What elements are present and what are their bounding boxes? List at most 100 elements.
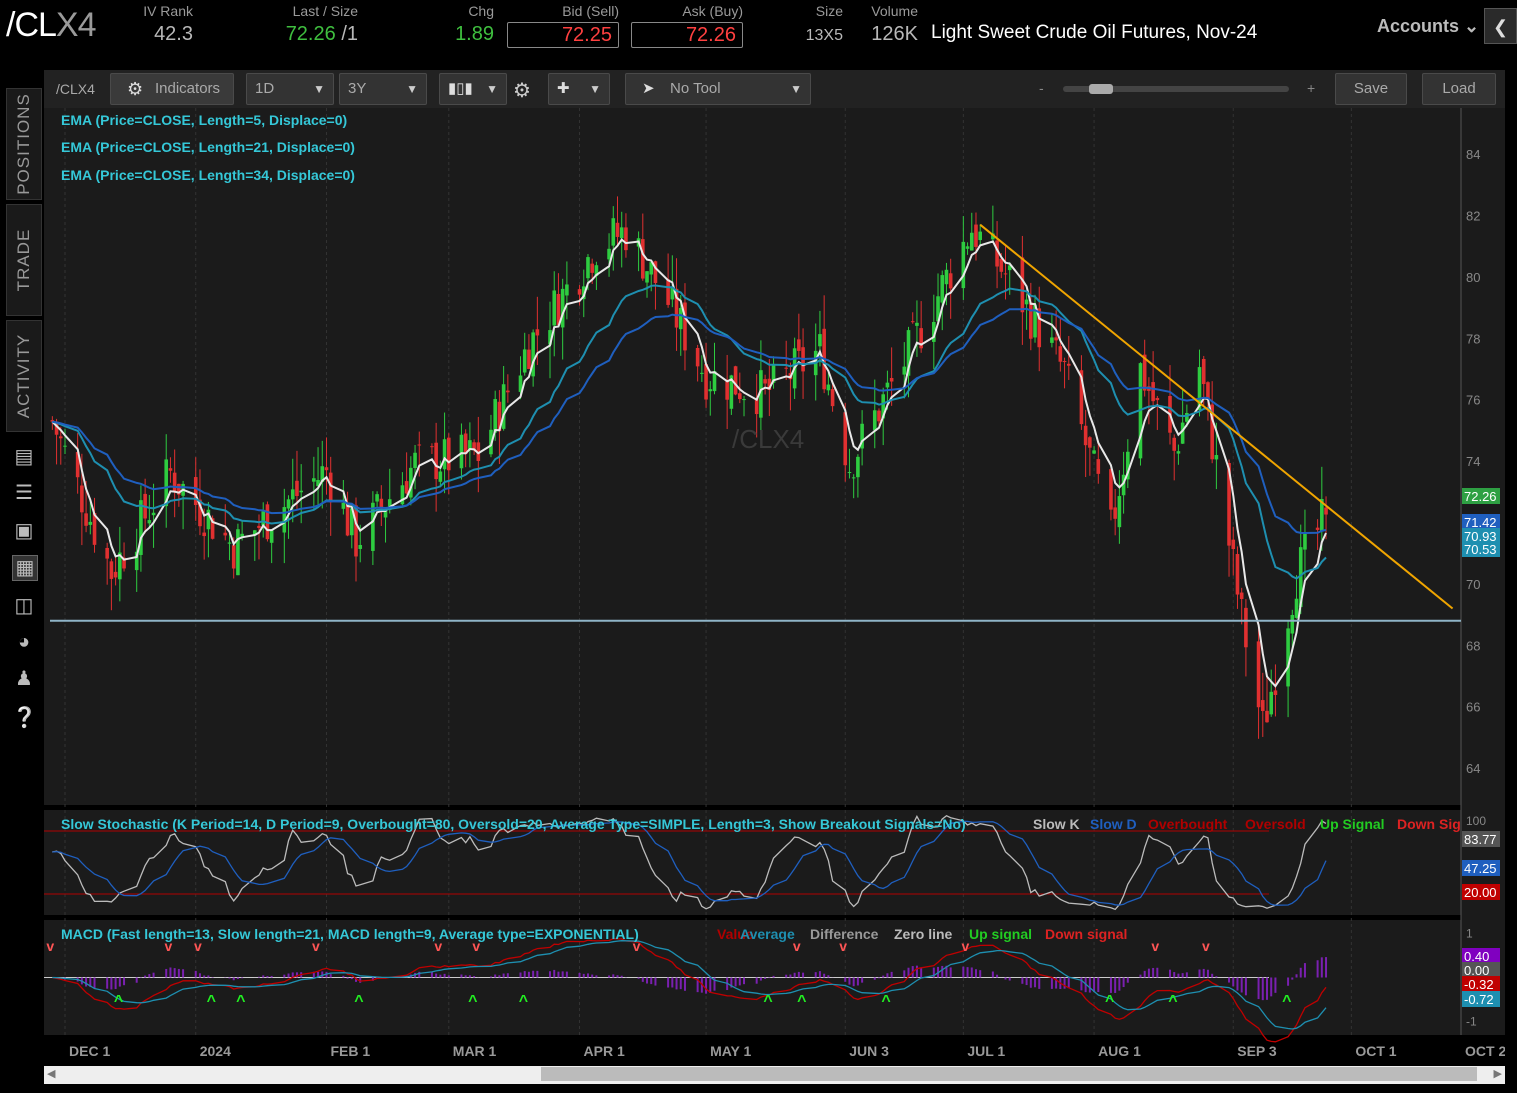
gauge-icon[interactable]: ◕ bbox=[17, 631, 31, 653]
list-icon[interactable]: ☰ bbox=[15, 482, 33, 504]
candle-body bbox=[581, 286, 586, 300]
scroll-right-icon[interactable]: ▶ bbox=[1493, 1068, 1502, 1080]
candle-body bbox=[645, 271, 649, 283]
chart-style-select[interactable]: ▮▯▮ ▼ bbox=[439, 73, 507, 105]
down-signal-marker: v bbox=[164, 938, 172, 954]
candle-body bbox=[193, 477, 198, 506]
settings-icon[interactable]: ⚙ bbox=[513, 80, 531, 102]
macd-tag: 0.40 bbox=[1464, 949, 1489, 964]
candle-body bbox=[328, 472, 333, 503]
candle-body bbox=[1231, 539, 1236, 550]
tv-icon[interactable]: ▣ bbox=[14, 520, 34, 542]
tab-activity[interactable]: ACTIVITY bbox=[6, 320, 42, 432]
candle-body bbox=[1235, 554, 1240, 595]
volume: Volume 126K bbox=[871, 3, 918, 45]
collapse-panel-button[interactable]: ❮ bbox=[1484, 8, 1517, 44]
candle-body bbox=[1037, 308, 1042, 348]
macd-tag-bg bbox=[1462, 948, 1500, 964]
candle-body bbox=[58, 436, 63, 439]
macd-label[interactable]: MACD (Fast length=13, Slow length=21, MA… bbox=[61, 926, 639, 942]
grid-icon[interactable]: ◫ bbox=[14, 595, 34, 617]
candle-body bbox=[151, 512, 156, 516]
macd-tag-bg bbox=[1462, 962, 1500, 978]
range-select[interactable]: 3Y ▼ bbox=[339, 73, 427, 105]
price-tick-label: 74 bbox=[1466, 454, 1480, 469]
candle-body bbox=[463, 433, 468, 455]
chart-canvas[interactable]: /CLX4 6466687072747678808284 72.2671.427… bbox=[44, 108, 1514, 1085]
candle-body bbox=[324, 467, 329, 471]
candle-body bbox=[767, 378, 772, 390]
candle-body bbox=[468, 440, 472, 450]
drawing-select[interactable]: ✚ ▼ bbox=[548, 73, 610, 105]
monitor-icon[interactable]: ▤ bbox=[14, 446, 34, 468]
candle-body bbox=[1210, 404, 1214, 460]
tab-positions[interactable]: POSITIONS bbox=[6, 88, 42, 200]
bid-price-button[interactable]: 72.25 bbox=[507, 22, 619, 48]
candle-body bbox=[438, 471, 443, 482]
ask-price-button[interactable]: 72.26 bbox=[631, 22, 743, 48]
legend-down-signal: Down Sig bbox=[1397, 816, 1461, 832]
ema34-label[interactable]: EMA (Price=CLOSE, Length=34, Displace=0) bbox=[61, 167, 355, 183]
load-button[interactable]: Load bbox=[1422, 73, 1496, 105]
scrollbar-thumb[interactable] bbox=[541, 1067, 1477, 1081]
stoch-tag-bg bbox=[1462, 831, 1500, 847]
ema5-label[interactable]: EMA (Price=CLOSE, Length=5, Displace=0) bbox=[61, 112, 347, 128]
candle-body bbox=[442, 439, 447, 470]
chart-area[interactable]: /CLX4 6466687072747678808284 72.2671.427… bbox=[44, 108, 1514, 1085]
candle-body bbox=[856, 456, 860, 478]
candle-body bbox=[991, 233, 995, 240]
candle-body bbox=[700, 372, 704, 374]
candle-body bbox=[206, 509, 211, 530]
chart-icon[interactable]: ▦ bbox=[12, 555, 38, 581]
save-button[interactable]: Save bbox=[1335, 73, 1407, 105]
tool-select[interactable]: ➤ No Tool ▼ bbox=[625, 73, 811, 105]
zoom-in-button[interactable]: + bbox=[1307, 80, 1316, 96]
people-icon[interactable]: ♟ bbox=[15, 668, 33, 690]
ema21-label[interactable]: EMA (Price=CLOSE, Length=21, Displace=0) bbox=[61, 139, 355, 155]
candle-body bbox=[413, 452, 417, 468]
scroll-left-icon[interactable]: ◀ bbox=[47, 1068, 56, 1080]
trendline[interactable] bbox=[979, 223, 1454, 610]
candle-body bbox=[134, 551, 139, 571]
candle-body bbox=[1033, 304, 1037, 338]
zoom-slider-handle[interactable] bbox=[1089, 84, 1113, 94]
price-tag: 70.93 bbox=[1464, 529, 1497, 544]
candle-body bbox=[885, 382, 890, 388]
zoom-slider[interactable] bbox=[1063, 84, 1289, 94]
price-tick-label: 66 bbox=[1466, 700, 1480, 715]
symbol-title[interactable]: /CLX4 bbox=[6, 6, 97, 44]
candle-body bbox=[387, 499, 392, 510]
accounts-dropdown[interactable]: Accounts ⌄ bbox=[1377, 16, 1480, 36]
candle-body bbox=[944, 269, 949, 285]
left-sidebar: POSITIONS TRADE ACTIVITY ▤ ☰ ▣ ▦ ◫ ◕ ♟ ❔ bbox=[0, 68, 44, 1093]
price-tag: 72.26 bbox=[1464, 489, 1497, 504]
horizontal-scrollbar[interactable]: ◀ ▶ bbox=[44, 1066, 1505, 1084]
help-icon[interactable]: ❔ bbox=[12, 707, 37, 729]
tab-trade[interactable]: TRADE bbox=[6, 204, 42, 316]
zoom-out-button[interactable]: - bbox=[1039, 80, 1044, 96]
time-axis-label: AUG 1 bbox=[1098, 1043, 1141, 1059]
candle-body bbox=[113, 571, 118, 578]
stochastic-label[interactable]: Slow Stochastic (K Period=14, D Period=9… bbox=[61, 816, 966, 832]
candle-body bbox=[50, 420, 55, 422]
price-tag-bg bbox=[1462, 528, 1500, 544]
legend-macd-down-signal: Down signal bbox=[1045, 926, 1127, 942]
macd-tag: -0.72 bbox=[1464, 992, 1494, 1007]
price-tick-label: 76 bbox=[1466, 393, 1480, 408]
time-axis-label: OCT 1 bbox=[1355, 1043, 1396, 1059]
crosshair-icon: ✚ bbox=[557, 80, 570, 97]
candle-body bbox=[906, 330, 911, 376]
down-signal-marker: v bbox=[194, 938, 202, 954]
indicators-button[interactable]: ⚙ Indicators bbox=[110, 73, 234, 105]
price-tick-label: 64 bbox=[1466, 761, 1480, 776]
up-signal-marker: ^ bbox=[207, 993, 216, 1010]
interval-select[interactable]: 1D ▼ bbox=[246, 73, 334, 105]
candle-body bbox=[818, 334, 822, 347]
candle-body bbox=[202, 532, 206, 537]
candle-body bbox=[409, 467, 413, 498]
candle-body bbox=[286, 499, 291, 509]
candle-body bbox=[1298, 547, 1303, 608]
candle-body bbox=[198, 499, 202, 527]
candle-body bbox=[936, 296, 940, 322]
candle-body bbox=[1239, 592, 1244, 599]
